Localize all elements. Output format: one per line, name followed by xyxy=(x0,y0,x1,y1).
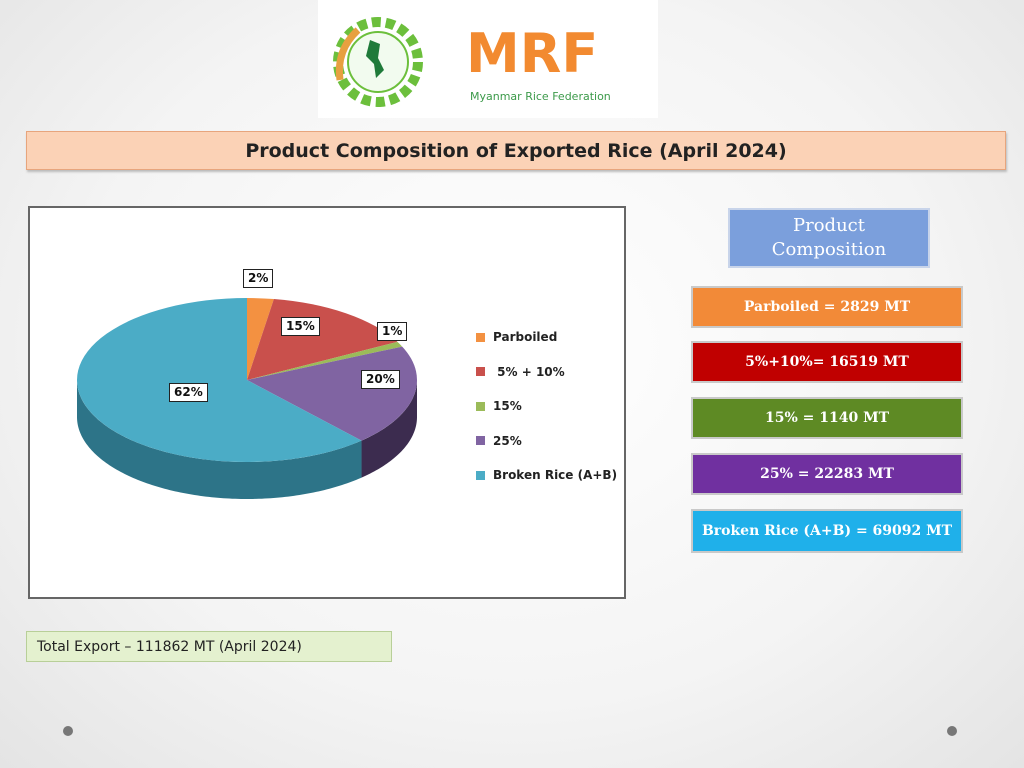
legend-item: 15% xyxy=(476,389,617,424)
pie-slice-2 xyxy=(247,341,403,380)
legend-item: 25% xyxy=(476,424,617,459)
logo-subtitle: Myanmar Rice Federation xyxy=(470,90,611,103)
legend-swatch xyxy=(476,367,485,377)
legend-swatch xyxy=(476,470,485,480)
composition-title: Product Composition xyxy=(728,208,930,268)
pie-slice-0 xyxy=(247,298,274,380)
composition-5-10: 5%+10%= 16519 MT xyxy=(691,341,963,383)
data-label-5-10: 15% xyxy=(281,317,320,336)
legend-swatch xyxy=(476,401,485,411)
data-label-parboiled: 2% xyxy=(243,269,274,288)
slide-title: Product Composition of Exported Rice (Ap… xyxy=(26,131,1006,170)
legend-item: Parboiled xyxy=(476,320,617,355)
data-label-15: 1% xyxy=(377,322,408,341)
composition-15: 15% = 1140 MT xyxy=(691,397,963,439)
legend-swatch xyxy=(476,436,485,446)
pie-side-3 xyxy=(361,380,417,478)
data-label-broken: 62% xyxy=(169,383,208,402)
pie-side-4 xyxy=(77,380,362,499)
pie-chart: 2% 15% 1% 20% 62% Parboiled 5% + 10% 15%… xyxy=(28,206,626,599)
legend-item: 5% + 10% xyxy=(476,355,617,390)
composition-25: 25% = 22283 MT xyxy=(691,453,963,495)
data-label-25: 20% xyxy=(361,370,400,389)
mrf-logo: MRF Myanmar Rice Federation xyxy=(318,0,658,118)
composition-parboiled: Parboiled = 2829 MT xyxy=(691,286,963,328)
globe-gear-icon xyxy=(333,17,423,107)
pie-slice-4 xyxy=(77,298,362,462)
total-export: Total Export – 111862 MT (April 2024) xyxy=(26,631,392,662)
composition-broken: Broken Rice (A+B) = 69092 MT xyxy=(691,509,963,553)
legend-swatch xyxy=(476,332,485,342)
nav-dot-left xyxy=(63,726,73,736)
nav-dot-right xyxy=(947,726,957,736)
logo-text: MRF xyxy=(466,22,599,85)
pie-svg xyxy=(77,298,418,499)
chart-legend: Parboiled 5% + 10% 15% 25% Broken Rice (… xyxy=(476,320,617,493)
legend-item: Broken Rice (A+B) xyxy=(476,458,617,493)
